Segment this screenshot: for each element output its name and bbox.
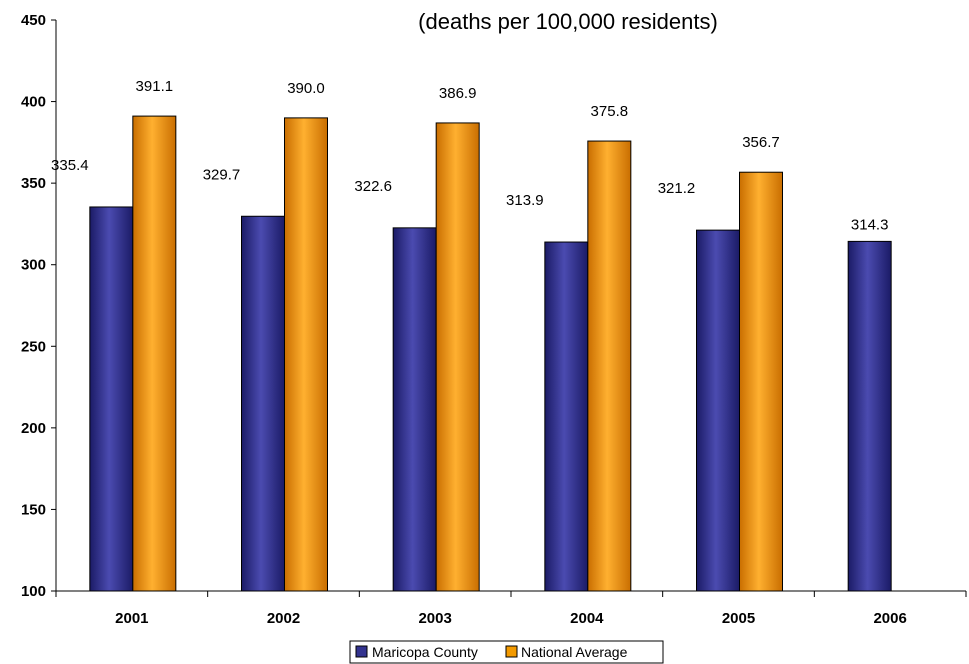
y-tick-label: 100 — [21, 583, 46, 600]
data-label: 335.4 — [51, 157, 89, 174]
data-label: 322.6 — [354, 178, 392, 195]
bar-maricopa-county-2004 — [544, 241, 589, 592]
data-label: 321.2 — [658, 180, 696, 197]
data-label: 391.1 — [136, 78, 174, 95]
data-label: 356.7 — [742, 134, 780, 151]
y-axis: 100 150 200 250 300 350 400 450 — [21, 12, 57, 600]
x-tick-label: 2005 — [722, 610, 755, 627]
legend: Maricopa County National Average — [349, 640, 664, 664]
y-tick-label: 150 — [21, 501, 46, 518]
bar-maricopa-county-2006 — [847, 240, 892, 592]
x-tick-label: 2006 — [873, 610, 906, 627]
bar-maricopa-county-2001 — [89, 206, 134, 592]
data-label: 386.9 — [439, 85, 477, 102]
bars — [89, 115, 892, 592]
bar-maricopa-county-2005 — [696, 229, 740, 592]
bar-national-average-2001 — [132, 115, 177, 592]
legend-label-maricopa-county: Maricopa County — [372, 644, 478, 660]
data-labels: 335.4 391.1 329.7 390.0 322.6 386.9 313.9 375.8… — [51, 78, 888, 233]
x-tick-label: 2004 — [570, 610, 604, 627]
bar-national-average-2002 — [284, 117, 328, 592]
data-label: 329.7 — [203, 166, 241, 183]
y-tick-label: 200 — [21, 420, 46, 437]
legend-label-national-average: National Average — [521, 644, 628, 660]
chart-subtitle: (deaths per 100,000 residents) — [418, 9, 718, 34]
y-tick-label: 300 — [21, 257, 46, 274]
bar-maricopa-county-2003 — [392, 227, 437, 592]
legend-swatch-national-average — [505, 645, 518, 658]
bar-national-average-2003 — [435, 122, 480, 592]
x-tick-label: 2002 — [267, 610, 300, 627]
y-tick-label: 400 — [21, 94, 46, 111]
y-tick-label: 450 — [21, 12, 46, 29]
x-axis: 2001 2002 2003 2004 2005 2006 — [55, 590, 967, 627]
data-label: 390.0 — [287, 80, 325, 97]
bar-national-average-2004 — [587, 140, 632, 592]
y-tick-label: 350 — [21, 175, 46, 192]
x-tick-label: 2001 — [115, 610, 148, 627]
data-label: 375.8 — [591, 103, 629, 120]
legend-swatch-maricopa-county — [355, 645, 368, 658]
bar-national-average-2005 — [739, 171, 783, 592]
data-label: 313.9 — [506, 192, 544, 209]
x-tick-label: 2003 — [418, 610, 451, 627]
bar-maricopa-county-2002 — [241, 215, 285, 592]
y-tick-label: 250 — [21, 338, 46, 355]
data-label: 314.3 — [851, 216, 889, 233]
